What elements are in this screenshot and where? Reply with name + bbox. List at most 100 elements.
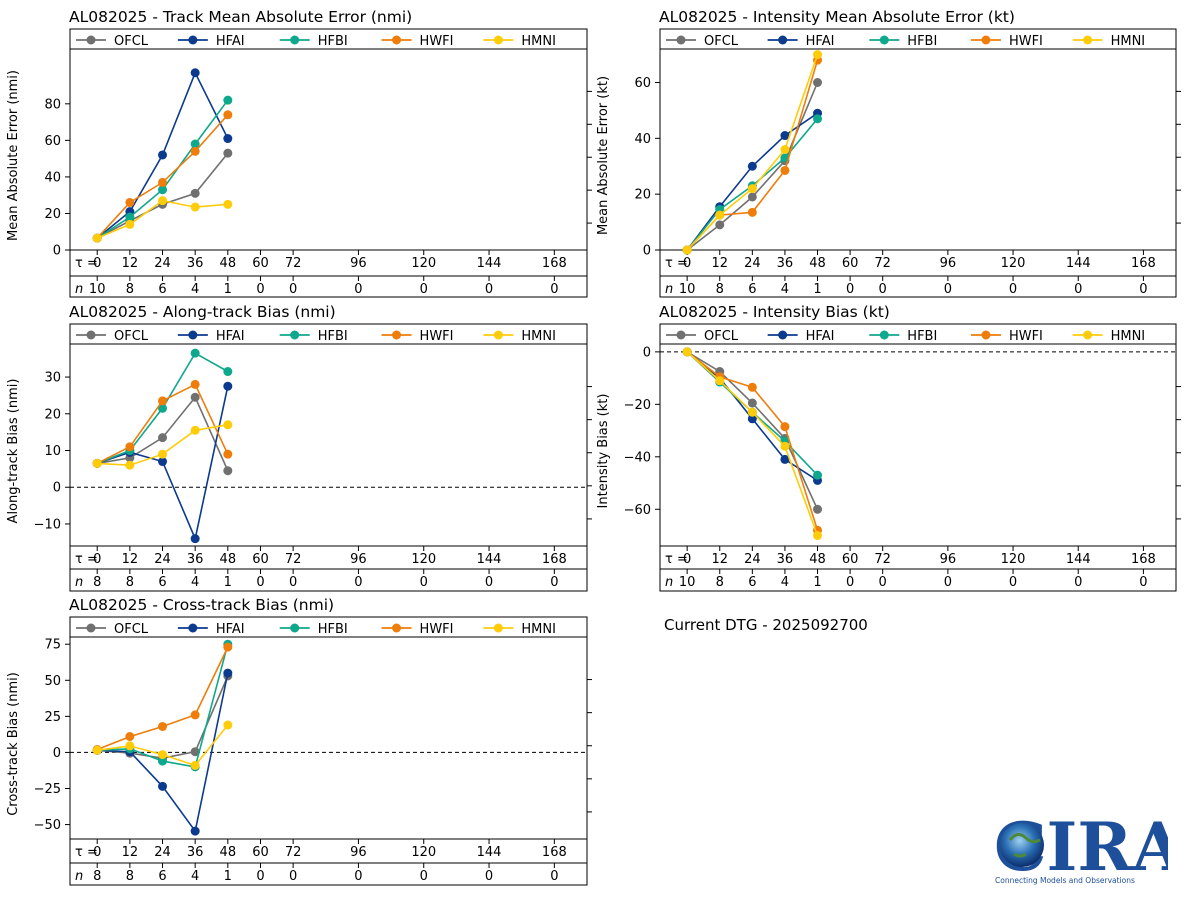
tau-value: 168 bbox=[1131, 552, 1156, 567]
data-point-hwfi bbox=[780, 422, 790, 432]
legend-marker-hmni bbox=[1083, 35, 1093, 45]
tau-value: 0 bbox=[93, 552, 101, 567]
n-value: 10 bbox=[679, 575, 696, 590]
data-point-hmni bbox=[682, 245, 692, 255]
legend-label-hfai: HFAI bbox=[806, 34, 835, 49]
n-value: 1 bbox=[224, 575, 232, 590]
data-point-ofcl bbox=[747, 192, 757, 202]
data-point-hwfi bbox=[125, 732, 135, 742]
legend-marker-hfbi bbox=[879, 330, 889, 340]
series-line-hmni bbox=[686, 351, 819, 536]
legend-marker-hwfi bbox=[392, 330, 402, 340]
n-value: 0 bbox=[846, 282, 854, 297]
data-point-hfai bbox=[780, 131, 790, 141]
tau-value: 60 bbox=[842, 552, 859, 567]
tau-value: 168 bbox=[542, 256, 567, 271]
data-point-hfbi bbox=[223, 367, 233, 377]
n-value: 0 bbox=[1074, 282, 1082, 297]
data-point-hfbi bbox=[813, 114, 823, 124]
tau-value: 60 bbox=[842, 256, 859, 271]
y-tick-label: 50 bbox=[44, 674, 61, 689]
legend-marker-hmni bbox=[493, 623, 503, 633]
n-value: 6 bbox=[158, 282, 166, 297]
tau-value: 48 bbox=[220, 552, 237, 567]
panel-title: AL082025 - Intensity Mean Absolute Error… bbox=[659, 8, 1015, 26]
legend-marker-hfai bbox=[188, 330, 198, 340]
tau-value: 48 bbox=[809, 256, 826, 271]
legend-label-hwfi: HWFI bbox=[1009, 34, 1043, 49]
legend-label-ofcl: OFCL bbox=[114, 329, 149, 344]
n-value: 8 bbox=[126, 282, 134, 297]
data-point-hmni bbox=[190, 760, 200, 770]
legend-label-hwfi: HWFI bbox=[420, 329, 454, 344]
n-value: 6 bbox=[748, 575, 756, 590]
tau-value: 24 bbox=[744, 552, 761, 567]
y-axis-label: Along-track Bias (nmi) bbox=[6, 379, 21, 524]
panel-frame bbox=[659, 28, 1177, 298]
n-value: 4 bbox=[191, 282, 199, 297]
n-label: n bbox=[75, 282, 83, 297]
panel-frame bbox=[69, 323, 588, 592]
data-point-ofcl bbox=[223, 148, 233, 158]
legend-marker-hwfi bbox=[981, 330, 991, 340]
tau-value: 96 bbox=[350, 256, 367, 271]
legend-label-hfbi: HFBI bbox=[318, 34, 348, 49]
data-point-hmni bbox=[813, 50, 823, 60]
y-tick-label: 40 bbox=[44, 170, 61, 185]
n-value: 0 bbox=[879, 282, 887, 297]
n-label: n bbox=[75, 575, 83, 590]
data-point-hmni bbox=[747, 407, 757, 417]
data-point-hfai bbox=[747, 161, 757, 171]
y-tick-label: 0 bbox=[643, 244, 651, 259]
n-value: 1 bbox=[224, 282, 232, 297]
data-point-ofcl bbox=[747, 398, 757, 408]
n-value: 8 bbox=[93, 575, 101, 590]
n-value: 0 bbox=[550, 282, 558, 297]
panel-intbias: AL082025 - Intensity Bias (kt) OFCL HFAI HF… bbox=[596, 303, 1181, 592]
data-point-ofcl bbox=[813, 78, 823, 87]
n-value: 4 bbox=[781, 282, 789, 297]
legend-marker-hfbi bbox=[290, 35, 300, 45]
n-value: 0 bbox=[420, 575, 428, 590]
data-point-hmni bbox=[92, 458, 102, 468]
tau-value: 120 bbox=[1001, 256, 1026, 271]
n-value: 0 bbox=[354, 282, 362, 297]
n-value: 0 bbox=[485, 282, 493, 297]
n-value: 0 bbox=[1139, 575, 1147, 590]
legend-marker-hfai bbox=[188, 623, 198, 633]
n-value: 10 bbox=[89, 282, 106, 297]
tau-label: τ = bbox=[665, 552, 688, 567]
n-value: 8 bbox=[716, 575, 724, 590]
data-point-hmni bbox=[780, 441, 790, 451]
legend-label-hfbi: HFBI bbox=[318, 622, 348, 637]
n-value: 6 bbox=[158, 575, 166, 590]
tau-label: τ = bbox=[665, 256, 688, 271]
panel-frame bbox=[69, 616, 588, 886]
tau-value: 96 bbox=[350, 845, 367, 860]
tau-value: 120 bbox=[1001, 552, 1026, 567]
data-point-hmni bbox=[682, 347, 692, 357]
data-point-hwfi bbox=[190, 710, 200, 720]
y-tick-label: 20 bbox=[44, 207, 61, 222]
y-tick-label: −20 bbox=[624, 398, 651, 413]
n-value: 8 bbox=[126, 869, 134, 884]
tau-value: 96 bbox=[940, 256, 957, 271]
legend-marker-ofcl bbox=[86, 330, 96, 340]
legend-label-hwfi: HWFI bbox=[420, 34, 454, 49]
y-tick-label: −25 bbox=[34, 782, 61, 797]
legend-label-ofcl: OFCL bbox=[114, 622, 149, 637]
n-value: 8 bbox=[93, 869, 101, 884]
data-point-hfbi bbox=[190, 348, 200, 358]
logo-tagline: Connecting Models and Observations bbox=[995, 876, 1135, 885]
tau-value: 12 bbox=[711, 552, 728, 567]
tau-value: 72 bbox=[285, 256, 302, 271]
n-value: 8 bbox=[126, 575, 134, 590]
panel-title: AL082025 - Along-track Bias (nmi) bbox=[69, 303, 336, 321]
n-value: 8 bbox=[716, 282, 724, 297]
tau-value: 36 bbox=[187, 845, 204, 860]
data-point-hfbi bbox=[813, 470, 823, 480]
data-point-hmni bbox=[223, 720, 233, 730]
legend-marker-hwfi bbox=[981, 35, 991, 45]
tau-value: 36 bbox=[187, 256, 204, 271]
tau-value: 72 bbox=[285, 845, 302, 860]
